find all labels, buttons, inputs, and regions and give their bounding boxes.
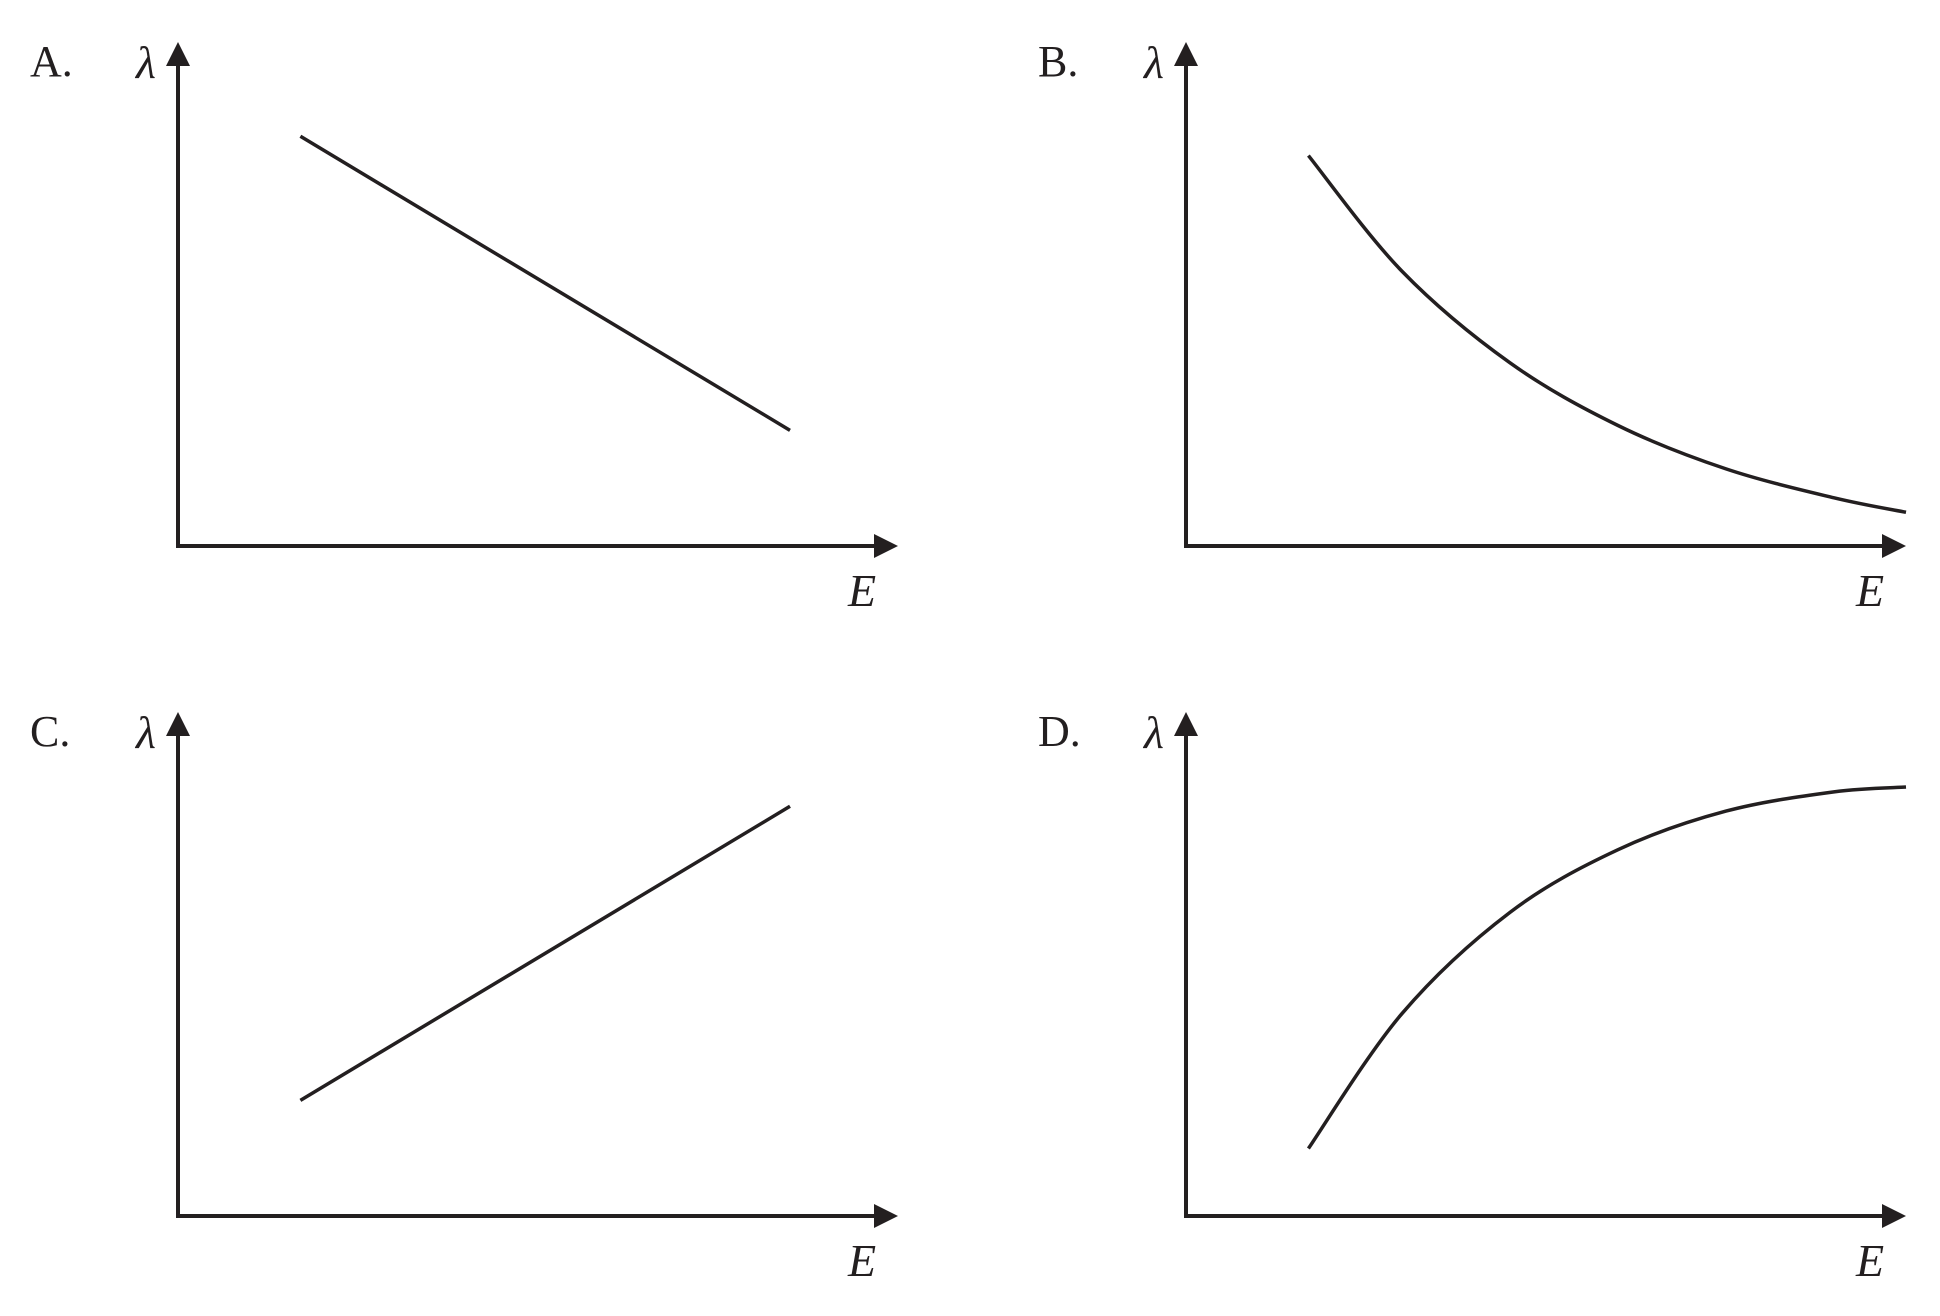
option-label-d: D.: [1038, 707, 1081, 756]
y-axis-label-lambda: λ: [134, 37, 156, 88]
series-line-a: [299, 134, 791, 432]
x-axis-arrow-icon: [1882, 534, 1906, 558]
x-axis-label-e: E: [1855, 565, 1884, 616]
option-label-c: C.: [30, 707, 70, 756]
panel-option-b: B. λ E: [1038, 37, 1907, 616]
x-axis-arrow-icon: [874, 1204, 898, 1228]
y-axis-arrow-icon: [1174, 42, 1198, 66]
y-axis-label-lambda: λ: [134, 707, 156, 758]
panel-option-d: D. λ E: [1038, 707, 1907, 1286]
x-axis-arrow-icon: [1882, 1204, 1906, 1228]
y-axis-label-lambda: λ: [1142, 707, 1164, 758]
x-axis-label-e: E: [847, 1235, 876, 1286]
x-axis-arrow-icon: [874, 534, 898, 558]
y-axis-arrow-icon: [166, 42, 190, 66]
series-line-c: [299, 804, 791, 1102]
panel-option-c: C. λ E: [30, 707, 898, 1286]
series-line-d: [1306, 785, 1907, 1150]
panel-option-a: A. λ E: [30, 37, 898, 616]
y-axis-arrow-icon: [1174, 712, 1198, 736]
option-label-b: B.: [1038, 37, 1078, 86]
x-axis-label-e: E: [1855, 1235, 1884, 1286]
y-axis-arrow-icon: [166, 712, 190, 736]
option-label-a: A.: [30, 37, 73, 86]
y-axis-label-lambda: λ: [1142, 37, 1164, 88]
series-line-b: [1307, 154, 1907, 514]
x-axis-label-e: E: [847, 565, 876, 616]
